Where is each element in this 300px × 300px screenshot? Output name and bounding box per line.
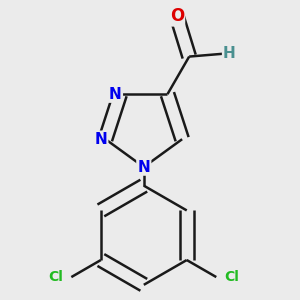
Text: Cl: Cl <box>49 270 64 284</box>
Text: N: N <box>137 160 150 175</box>
Text: Cl: Cl <box>224 270 239 284</box>
Text: O: O <box>170 7 184 25</box>
Text: N: N <box>94 132 107 147</box>
Text: H: H <box>223 46 236 61</box>
Text: N: N <box>109 87 122 102</box>
